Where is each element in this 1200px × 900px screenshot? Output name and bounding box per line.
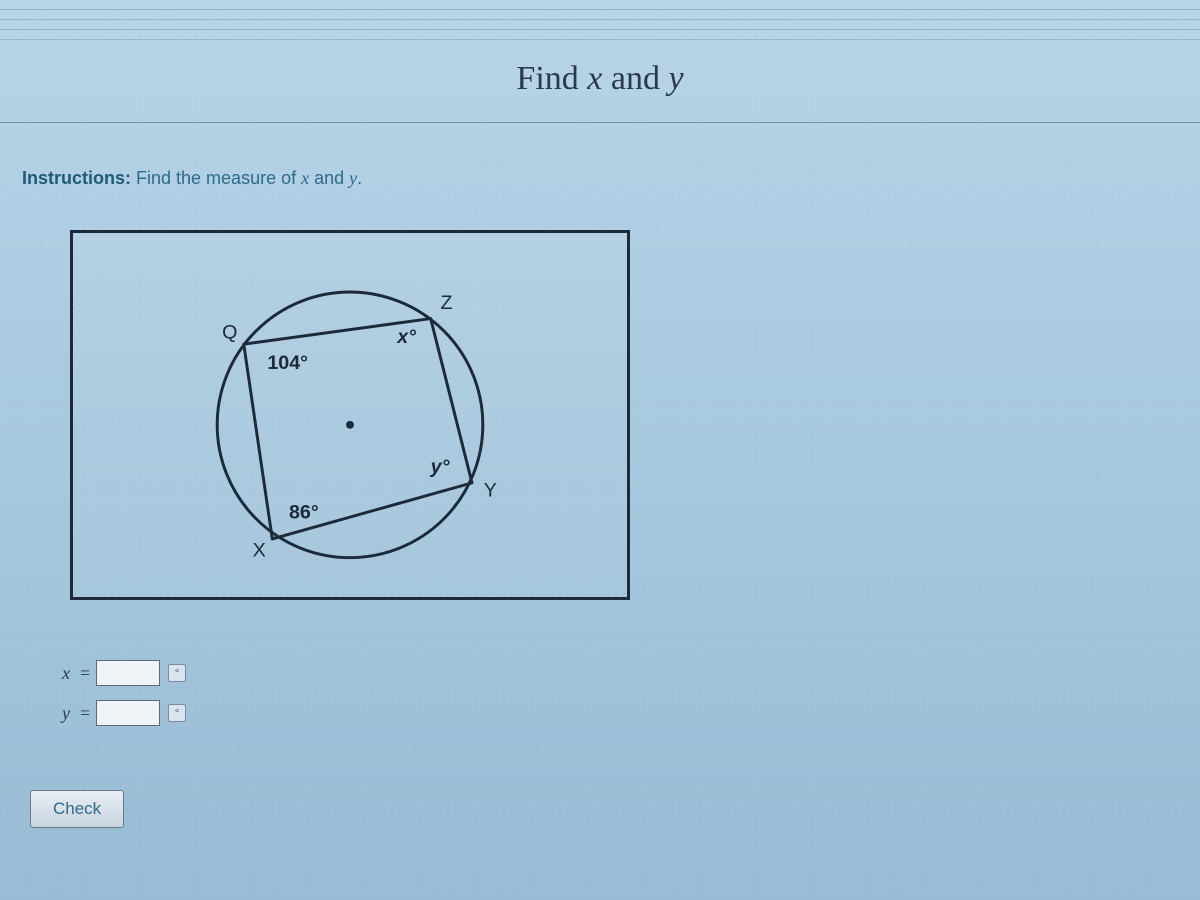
instructions-var-y: y — [349, 168, 357, 188]
answer-row-x: x = ° — [30, 660, 186, 686]
angle-label-Q: 104° — [267, 352, 308, 374]
angle-label-Z: x° — [396, 326, 416, 348]
answer-var-x: x — [30, 663, 70, 684]
title-var-x: x — [587, 60, 602, 97]
geometry-diagram: Q Z Y X 104° 86° x° y° — [73, 233, 627, 597]
title-var-y: y — [668, 60, 683, 97]
instructions-prefix: Find the measure of — [131, 168, 301, 188]
equals-sign: = — [80, 663, 90, 684]
angle-label-Y: y° — [430, 456, 450, 478]
degree-badge-x: ° — [168, 664, 186, 682]
title-underline — [0, 122, 1200, 123]
vertex-label-Z: Z — [441, 292, 453, 314]
vertex-label-X: X — [253, 540, 266, 562]
answer-var-y: y — [30, 703, 70, 724]
vertex-label-Q: Q — [222, 321, 237, 343]
ruled-background-lines — [0, 0, 1200, 40]
title-mid: and — [602, 60, 668, 97]
vertex-label-Y: Y — [484, 480, 497, 502]
answer-inputs: x = ° y = ° — [30, 660, 186, 740]
center-dot — [346, 421, 354, 429]
angle-label-X: 86° — [289, 501, 319, 523]
x-input[interactable] — [96, 660, 160, 686]
check-button[interactable]: Check — [30, 790, 124, 828]
equals-sign: = — [80, 703, 90, 724]
title-prefix: Find — [516, 60, 587, 97]
diagram-frame: Q Z Y X 104° 86° x° y° — [70, 230, 630, 600]
instructions-mid: and — [309, 168, 349, 188]
instructions-suffix: . — [357, 168, 362, 188]
instructions-line: Instructions: Find the measure of x and … — [22, 168, 362, 189]
page-title: Find x and y — [0, 60, 1200, 98]
y-input[interactable] — [96, 700, 160, 726]
answer-row-y: y = ° — [30, 700, 186, 726]
instructions-label: Instructions: — [22, 168, 131, 188]
instructions-var-x: x — [301, 168, 309, 188]
degree-badge-y: ° — [168, 704, 186, 722]
